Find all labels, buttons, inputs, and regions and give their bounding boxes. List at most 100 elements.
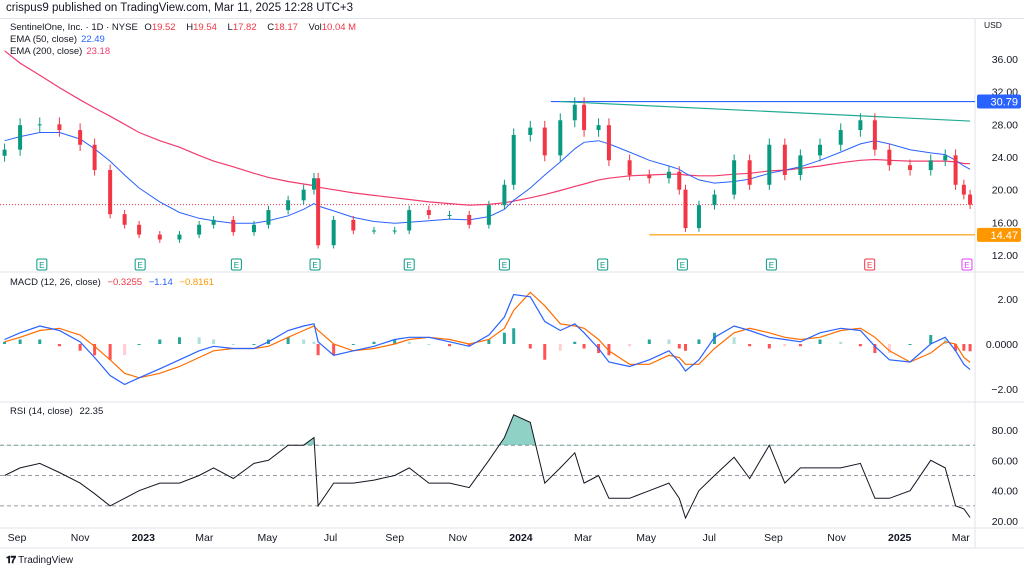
resistance-price-tag-label: 30.79 — [990, 97, 1018, 109]
earnings-marker — [765, 258, 777, 271]
close-value: 18.17 — [274, 22, 298, 33]
time-tick-label: Sep — [764, 532, 783, 544]
tradingview-logo[interactable]: 𝟏𝟕 TradingView — [6, 555, 73, 566]
macd-histogram-bar — [316, 344, 320, 356]
macd-histogram-bar — [467, 344, 471, 347]
time-tick-label: Jul — [703, 532, 716, 544]
candle-body — [696, 205, 701, 229]
earnings-marker-label: E — [964, 261, 969, 270]
earnings-marker-label: E — [312, 261, 317, 270]
earnings-marker-label: E — [769, 261, 774, 270]
earnings-marker-label: E — [234, 261, 239, 270]
macd-histogram-bar — [667, 339, 671, 344]
macd-histogram-bar — [3, 341, 7, 344]
candle-body — [627, 160, 632, 175]
earnings-marker — [403, 258, 415, 271]
earnings-marker-label: E — [407, 261, 412, 270]
macd-histogram-bar — [407, 341, 411, 344]
macd-legend[interactable]: MACD (12, 26, close) −0.3255 −1.14 −0.81… — [10, 277, 218, 288]
macd-histogram-bar — [873, 344, 877, 353]
macd-histogram-bar — [628, 344, 632, 347]
macd-histogram-bar — [528, 344, 532, 349]
macd-histogram-bar — [767, 344, 771, 349]
candle-body — [782, 144, 787, 175]
rsi-overbought-fill — [4, 414, 971, 446]
candle-body — [683, 189, 688, 229]
candle-body — [647, 174, 652, 179]
macd-histogram-bar — [968, 344, 972, 352]
macd-histogram-bar — [677, 344, 681, 349]
rsi-pane[interactable] — [0, 414, 975, 520]
macd-histogram-bar — [78, 344, 82, 351]
ema200-line — [4, 50, 971, 206]
earnings-marker-label: E — [680, 261, 685, 270]
candle-body — [197, 224, 202, 235]
price-tick-label: 24.00 — [992, 152, 1018, 164]
earnings-marker — [597, 258, 609, 271]
macd-pane[interactable] — [3, 291, 972, 386]
publisher-line: crispus9 published on TradingView.com, M… — [6, 2, 354, 14]
rsi-tick-label: 60.00 — [992, 455, 1018, 467]
rsi-legend[interactable]: RSI (14, close) 22.35 — [10, 406, 107, 417]
macd-histogram-bar — [732, 337, 736, 344]
macd-histogram-bar — [954, 344, 958, 351]
ema50-legend[interactable]: EMA (50, close) 22.49 — [10, 34, 109, 45]
macd-tick-label: −2.00 — [991, 384, 1018, 396]
candle-body — [943, 155, 948, 161]
macd-histogram-bar — [18, 339, 22, 344]
ema200-legend[interactable]: EMA (200, close) 23.18 — [10, 46, 114, 57]
support-price-tag — [977, 227, 1021, 242]
candle-body — [558, 120, 563, 156]
time-tick-label: Mar — [574, 532, 593, 544]
symbol-name[interactable]: SentinelOne, Inc. · 1D · NYSE — [10, 22, 138, 33]
earnings-marker — [961, 258, 973, 271]
low-value: 17.82 — [232, 22, 257, 33]
price-tick-label: 36.00 — [992, 54, 1018, 66]
time-tick-label: Sep — [385, 532, 404, 544]
candle-body — [311, 178, 316, 190]
macd-histogram-bar — [332, 344, 336, 356]
time-tick-label: Jul — [324, 532, 337, 544]
time-tick-label: Mar — [195, 532, 214, 544]
earnings-marker — [498, 258, 510, 271]
rsi-tick-label: 40.00 — [992, 486, 1018, 498]
candle-body — [177, 234, 182, 240]
logo-text: TradingView — [18, 555, 74, 566]
macd-histogram-bar — [57, 344, 61, 347]
candle-body — [2, 149, 7, 156]
macd-histogram-bar — [197, 337, 201, 344]
macd-signal-value: −0.8161 — [179, 277, 214, 288]
candle-body — [18, 125, 23, 150]
macd-histogram-bar — [108, 344, 112, 360]
currency-label[interactable]: USD — [984, 20, 1002, 30]
time-tick-label: Nov — [448, 532, 467, 544]
candle-body — [392, 230, 397, 232]
divider — [0, 18, 1024, 19]
macd-histogram-bar — [818, 339, 822, 344]
macd-histogram-bar — [748, 344, 752, 347]
macd-histogram-bar — [393, 339, 397, 344]
macd-histogram-bar — [372, 341, 376, 344]
macd-tick-label: 0.0000 — [986, 339, 1018, 351]
candle-body — [502, 184, 507, 206]
time-tick-label: 2025 — [888, 532, 912, 544]
candle-body — [447, 214, 452, 216]
candle-body — [286, 200, 291, 211]
candle-body — [666, 171, 671, 179]
candle-body — [78, 130, 83, 145]
earnings-marker — [676, 258, 688, 271]
macd-line — [4, 293, 971, 386]
macd-histogram-bar — [798, 344, 802, 347]
candle-body — [266, 210, 271, 225]
macd-histogram-bar — [647, 339, 651, 344]
macd-histogram-bar — [427, 344, 431, 345]
macd-histogram-bar — [302, 339, 306, 344]
macd-histogram-bar — [286, 337, 290, 344]
candle-body — [798, 155, 803, 175]
candle-body — [747, 160, 752, 185]
macd-histogram-bar — [573, 341, 577, 344]
candle-body — [372, 230, 377, 232]
time-tick-label: Sep — [8, 532, 27, 544]
